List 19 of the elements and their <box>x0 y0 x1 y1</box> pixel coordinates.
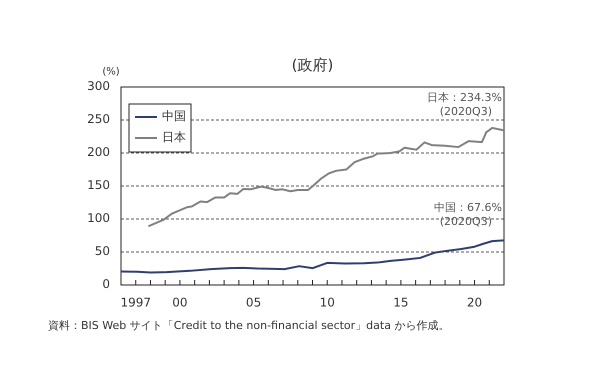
x-tick-label: 00 <box>172 295 188 310</box>
y-tick-label: 150 <box>87 178 110 192</box>
y-tick-label: 0 <box>102 277 110 292</box>
y-tick-label: 100 <box>87 211 110 226</box>
y-tick-label: 250 <box>87 112 110 126</box>
x-tick-label: 10 <box>320 295 335 310</box>
x-tick-label: 1997 <box>120 295 152 310</box>
y-tick-label: 50 <box>94 244 110 258</box>
x-tick-label: 15 <box>393 295 409 310</box>
y-tick-label: 300 <box>87 79 110 94</box>
y-tick-label: 200 <box>87 145 110 160</box>
y-axis-title: (%) <box>102 66 120 78</box>
x-tick-label: 05 <box>246 295 262 310</box>
legend-label: 中国 <box>162 109 186 124</box>
legend-label: 日本 <box>162 130 186 144</box>
x-tick-label: 20 <box>466 295 482 310</box>
text: 資料：BIS Web サイト「Credit to the non-financial sector」data から作成。 <box>48 318 450 332</box>
chart-title: (政府) <box>292 56 334 74</box>
annotation: 日本：234.3% (2020Q3) <box>427 91 502 118</box>
